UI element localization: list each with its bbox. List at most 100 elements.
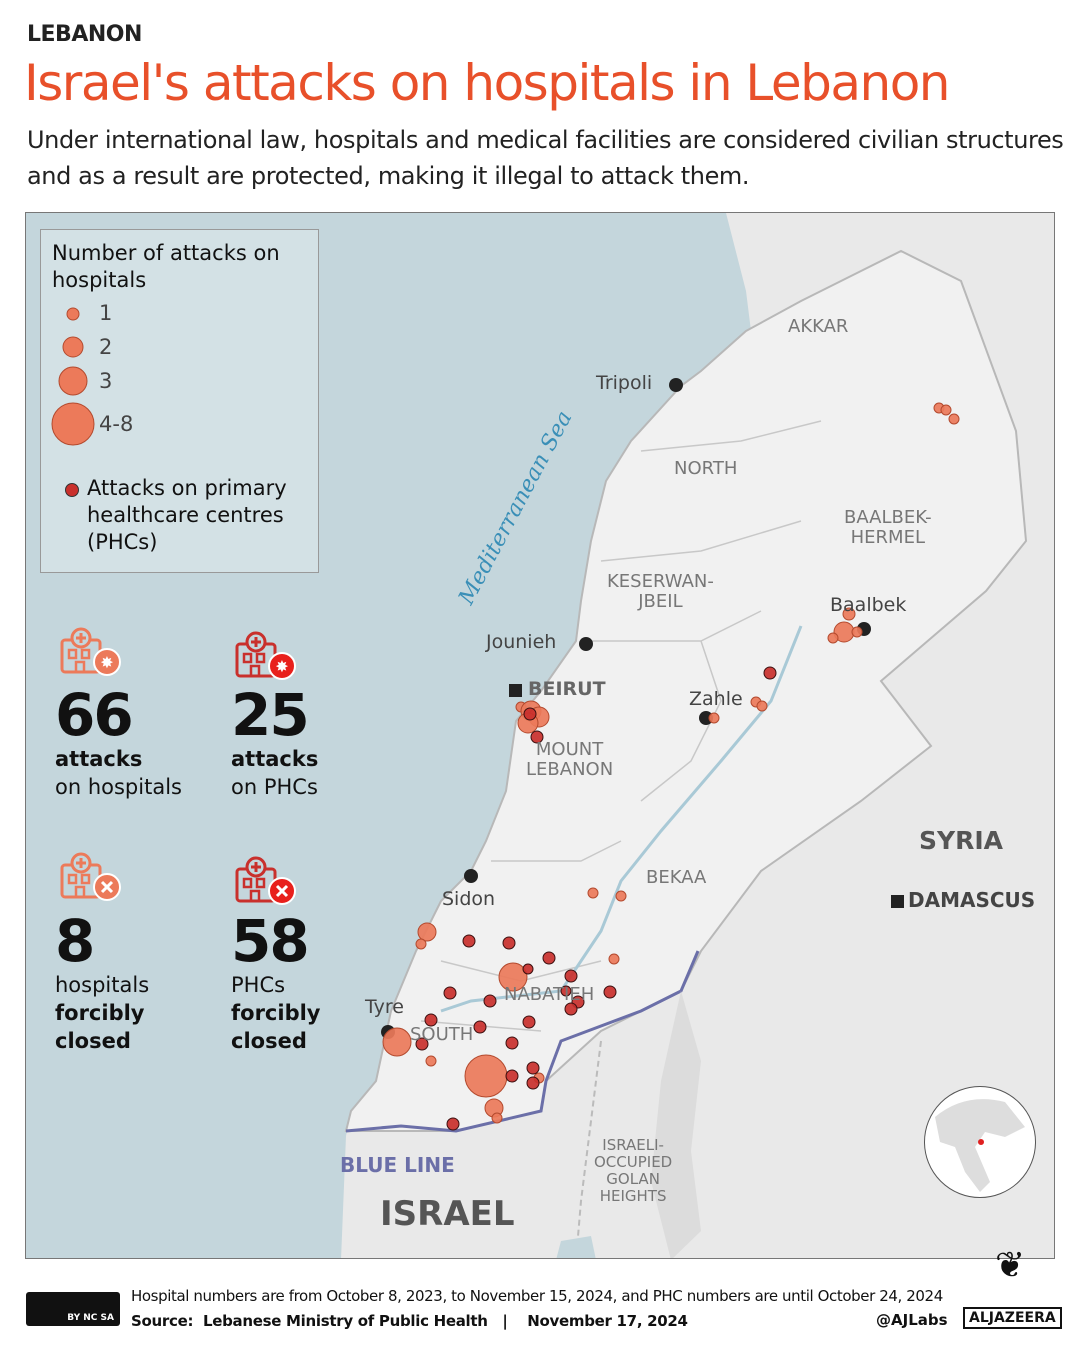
hospital-attack-marker [415, 938, 427, 950]
stat-label: forcibly [55, 1001, 145, 1025]
stat-value: 66 [55, 681, 134, 749]
stat-label: closed [55, 1029, 131, 1053]
phc-attack-marker [526, 1061, 540, 1075]
legend-circle-1 [66, 307, 80, 321]
stat-label: on PHCs [231, 775, 318, 799]
region-nabatieh: NABATIEH [504, 984, 595, 1005]
hospital-attack-marker [615, 890, 627, 902]
hospital-attack-marker [491, 1112, 503, 1124]
license-text: BY NC SA [67, 1313, 114, 1323]
hospital-closed-icon [60, 852, 121, 901]
phc-attack-marker [564, 1002, 578, 1016]
stat-label: hospitals [55, 973, 150, 997]
phc-attack-marker [443, 986, 457, 1000]
lake-tiberias [556, 1236, 596, 1258]
legend: Number of attacks on hospitals 1 2 3 4-8… [40, 229, 319, 573]
stat-label: forcibly [231, 1001, 321, 1025]
city-dot-tripoli [669, 378, 683, 392]
phc-attack-marker [446, 1117, 460, 1131]
cc-license-badge[interactable]: BY NC SA [26, 1292, 120, 1326]
hospital-attack-marker [608, 953, 620, 965]
legend-title: Number of attacks on hospitals [52, 241, 280, 292]
stat-hospital-attacks: 66 attacks on hospitals [55, 685, 182, 801]
phc-attack-marker [530, 730, 544, 744]
region-keserwan-jbeil: KESERWAN- JBEIL [607, 571, 714, 612]
hospital-attack-marker [498, 962, 528, 992]
golan-line [575, 1040, 602, 1258]
phc-attack-marker [502, 936, 516, 950]
stat-phc-attacks: 25 attacks on PHCs [231, 685, 318, 801]
city-dot-beirut [509, 684, 522, 697]
stat-label: closed [231, 1029, 307, 1053]
region-bekaa: BEKAA [646, 867, 707, 888]
stat-value: 8 [55, 907, 95, 975]
city-dot-jounieh [579, 637, 593, 651]
lebanon-marker [978, 1139, 984, 1145]
city-zahle: Zahle [689, 688, 743, 710]
legend-phc-label: Attacks on primary healthcare centres (P… [87, 476, 287, 554]
hospital-attack-marker [708, 712, 720, 724]
aljazeera-wordmark: ALJAZEERA [963, 1307, 1062, 1329]
legend-circle-2 [62, 336, 84, 358]
stat-label: on hospitals [55, 775, 182, 799]
footer-handle: @AJLabs [876, 1311, 948, 1329]
hospital-attack-marker [417, 922, 437, 942]
country-israel: ISRAEL [380, 1194, 515, 1234]
phc-attack-marker [424, 1013, 438, 1027]
footer-note: Hospital numbers are from October 8, 202… [131, 1287, 943, 1305]
phc-attack-marker [473, 1020, 487, 1034]
region-mount-lebanon: MOUNT LEBANON [526, 739, 614, 780]
stat-label: PHCs [231, 973, 286, 997]
svg-text:✸: ✸ [275, 657, 288, 676]
city-sidon: Sidon [442, 888, 496, 910]
country-syria: SYRIA [919, 826, 1004, 855]
city-tyre: Tyre [365, 996, 404, 1018]
legend-circles [51, 307, 95, 446]
kicker: LEBANON [27, 22, 142, 47]
hospital-attack-marker [940, 404, 952, 416]
phc-attack-marker [462, 934, 476, 948]
governorate-borders [420, 420, 822, 1032]
page-title: Israel's attacks on hospitals in Lebanon [24, 54, 951, 112]
hospital-attack-marker [382, 1027, 412, 1057]
subtitle: Under international law, hospitals and m… [27, 126, 1064, 190]
golan-heights [651, 991, 701, 1258]
phc-attack-marker [526, 1076, 540, 1090]
region-baalbek-hermel: BAALBEK- HERMEL [844, 507, 932, 548]
stat-label: attacks [55, 747, 143, 771]
phc-attack-marker [763, 666, 777, 680]
phc-attack-marker [522, 963, 534, 975]
phc-attack-marker [415, 1037, 429, 1051]
phc-attack-marker [522, 1015, 536, 1029]
hospital-attack-marker [425, 1055, 437, 1067]
stat-value: 58 [231, 907, 310, 975]
phc-attack-markers [415, 666, 777, 1131]
phc-closed-icon [235, 856, 296, 905]
hospital-attack-marker [587, 887, 599, 899]
hospital-attack-marker [842, 607, 856, 621]
stat-hospitals-closed: 8 hospitals forcibly closed [55, 911, 149, 1055]
hospital-attack-markers [382, 402, 960, 1124]
globe-svg [935, 1099, 1025, 1192]
aljazeera-logo-icon: ❦ [995, 1245, 1026, 1286]
map: Mediterranean Sea [25, 212, 1055, 1259]
legend-size-4-8: 4-8 [99, 412, 134, 436]
region-akkar: AKKAR [788, 316, 849, 337]
region-south: SOUTH [410, 1024, 474, 1045]
region-north: NORTH [674, 458, 738, 479]
hospital-attack-marker [948, 413, 960, 425]
hospital-attack-marker [827, 632, 839, 644]
city-beirut: BEIRUT [528, 678, 606, 700]
phc-attack-icon: ✸ [235, 631, 296, 680]
city-jounieh: Jounieh [486, 631, 557, 653]
hospital-attack-marker [756, 700, 768, 712]
city-dot-damascus [891, 895, 904, 908]
phc-attack-marker [542, 951, 556, 965]
legend-size-1: 1 [99, 301, 113, 325]
stat-label: attacks [231, 747, 319, 771]
phc-attack-marker [505, 1036, 519, 1050]
blue-line-label: BLUE LINE [340, 1153, 455, 1177]
stat-value: 25 [231, 681, 310, 749]
phc-attack-marker [523, 707, 537, 721]
footer-source: Source: Lebanese Ministry of Public Heal… [131, 1312, 688, 1330]
